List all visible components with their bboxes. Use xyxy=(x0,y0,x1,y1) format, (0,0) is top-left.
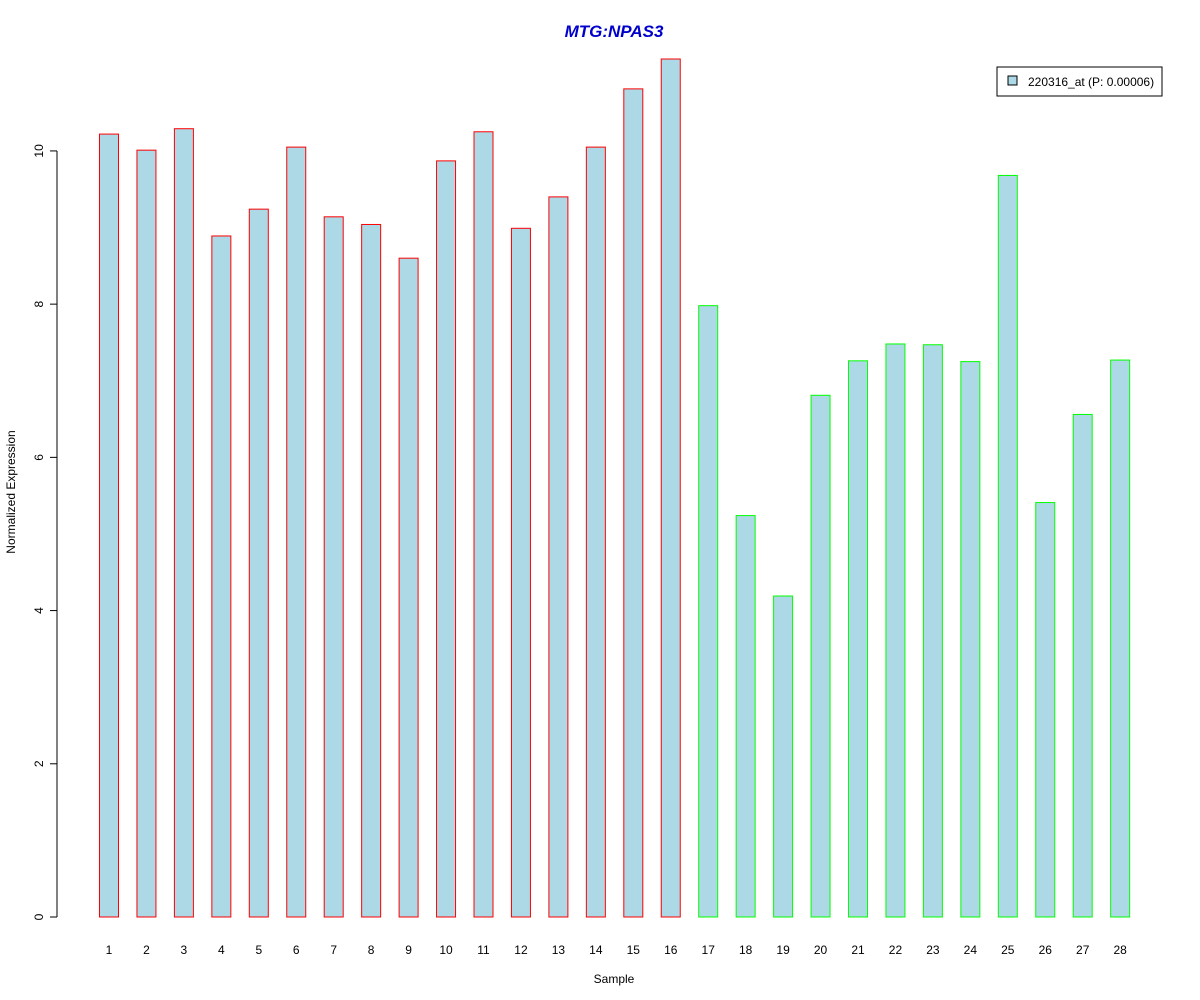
bar-sample-16 xyxy=(660,58,681,918)
bar-sample-10 xyxy=(436,160,457,918)
x-tick-label: 11 xyxy=(477,943,490,957)
legend: 220316_at (P: 0.00006) xyxy=(996,66,1163,97)
legend-swatch xyxy=(1007,75,1018,86)
bar-sample-18 xyxy=(735,515,756,918)
legend-box xyxy=(996,66,1163,97)
x-tick-label: 2 xyxy=(143,943,150,957)
x-tick-label: 26 xyxy=(1039,943,1053,957)
legend-entry: 220316_at (P: 0.00006) xyxy=(1028,75,1154,89)
x-tick-label: 21 xyxy=(851,943,865,957)
x-tick-label: 28 xyxy=(1113,943,1127,957)
chart-title: MTG:NPAS3 xyxy=(565,22,664,41)
bar-sample-1 xyxy=(99,133,119,918)
x-tick-label: 9 xyxy=(405,943,412,957)
bar-sample-11 xyxy=(473,131,494,918)
y-tick-label: 4 xyxy=(32,607,46,614)
x-tick-label: 4 xyxy=(218,943,225,957)
bar-sample-4 xyxy=(211,235,232,918)
x-tick-label: 10 xyxy=(439,943,453,957)
bar-sample-21 xyxy=(848,360,868,918)
bar-sample-26 xyxy=(1035,502,1056,918)
bar-sample-2 xyxy=(136,149,157,918)
x-tick-label: 7 xyxy=(330,943,337,957)
bar-sample-12 xyxy=(510,227,531,918)
y-axis: 0 2 4 6 8 10 xyxy=(32,144,58,920)
bar-sample-23 xyxy=(922,344,943,918)
x-tick-label: 6 xyxy=(293,943,300,957)
x-tick-label: 5 xyxy=(255,943,262,957)
bar-sample-14 xyxy=(585,146,606,918)
bar-sample-15 xyxy=(623,88,644,918)
x-tick-label: 8 xyxy=(368,943,375,957)
bars xyxy=(99,58,1131,918)
x-tick-labels: 1 2 3 4 5 6 7 8 9 10 11 12 13 14 15 16 17 18 19 20 21 22 23 24 2… xyxy=(106,943,1127,957)
bar-sample-5 xyxy=(248,208,269,918)
y-tick-label: 2 xyxy=(32,760,46,767)
x-tick-label: 3 xyxy=(181,943,188,957)
bar-sample-22 xyxy=(885,343,906,918)
x-tick-label: 27 xyxy=(1076,943,1090,957)
x-tick-label: 22 xyxy=(889,943,903,957)
x-tick-label: 14 xyxy=(589,943,603,957)
x-tick-label: 23 xyxy=(926,943,940,957)
bar-sample-25 xyxy=(997,174,1018,918)
bar-sample-3 xyxy=(173,128,194,918)
bar-sample-8 xyxy=(361,223,382,918)
x-tick-label: 16 xyxy=(664,943,678,957)
y-tick-label: 10 xyxy=(32,144,46,158)
x-axis-label: Sample xyxy=(594,972,635,986)
bar-sample-7 xyxy=(323,216,344,918)
bar-sample-28 xyxy=(1110,359,1131,918)
x-tick-label: 24 xyxy=(964,943,978,957)
x-tick-label: 18 xyxy=(739,943,753,957)
x-tick-label: 25 xyxy=(1001,943,1015,957)
x-tick-label: 15 xyxy=(627,943,641,957)
x-tick-label: 1 xyxy=(106,943,113,957)
bar-sample-20 xyxy=(810,394,831,918)
y-axis-label: Normalized Expression xyxy=(4,430,18,553)
y-tick-label: 0 xyxy=(32,913,46,920)
bar-sample-17 xyxy=(698,305,719,918)
x-tick-label: 17 xyxy=(702,943,716,957)
bar-sample-9 xyxy=(398,257,419,918)
x-tick-label: 19 xyxy=(776,943,790,957)
y-tick-label: 8 xyxy=(32,300,46,307)
bar-sample-6 xyxy=(286,146,307,918)
bar-sample-24 xyxy=(960,361,981,918)
x-tick-label: 13 xyxy=(552,943,566,957)
x-tick-label: 12 xyxy=(514,943,528,957)
y-tick-label: 6 xyxy=(32,454,46,461)
bar-sample-27 xyxy=(1072,413,1093,918)
x-tick-label: 20 xyxy=(814,943,828,957)
bar-sample-13 xyxy=(548,196,569,918)
bar-sample-19 xyxy=(773,595,794,918)
